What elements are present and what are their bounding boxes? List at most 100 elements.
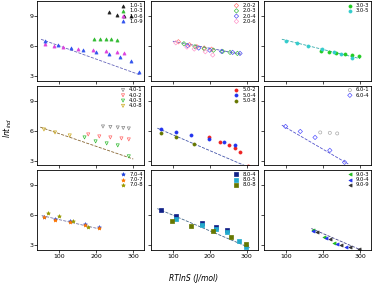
Point — [199, 221, 205, 225]
Point — [54, 43, 60, 47]
Point — [210, 48, 216, 53]
Point — [334, 131, 340, 136]
Point — [96, 134, 102, 139]
Point — [51, 43, 57, 48]
Point — [192, 45, 198, 49]
Point — [126, 126, 132, 131]
Point — [52, 130, 58, 135]
Point — [220, 49, 226, 54]
Point — [342, 52, 348, 57]
Point — [128, 59, 134, 63]
Point — [330, 241, 336, 245]
Point — [338, 52, 344, 56]
Legend: 2.0-2, 2.0-3, 2.0-4, 2.0-6: 2.0-2, 2.0-3, 2.0-4, 2.0-6 — [231, 3, 257, 24]
Point — [67, 133, 73, 138]
Point — [103, 37, 109, 41]
Point — [126, 154, 132, 158]
Point — [310, 227, 316, 232]
Point — [60, 45, 66, 49]
Point — [207, 48, 213, 53]
Point — [219, 49, 225, 54]
Point — [356, 54, 362, 59]
Point — [305, 43, 311, 48]
Point — [42, 39, 48, 43]
Point — [202, 49, 208, 54]
Point — [175, 39, 181, 44]
Point — [114, 49, 120, 54]
Point — [97, 37, 103, 41]
Point — [68, 45, 73, 50]
Point — [136, 70, 142, 74]
Point — [206, 137, 212, 142]
Point — [235, 51, 241, 56]
Point — [228, 235, 234, 239]
Point — [114, 37, 120, 42]
Point — [85, 132, 91, 137]
Point — [100, 124, 106, 129]
Point — [158, 131, 164, 136]
Point — [227, 50, 233, 55]
Point — [232, 143, 238, 148]
Point — [121, 51, 127, 55]
Point — [213, 227, 219, 231]
Point — [327, 148, 333, 153]
Point — [210, 229, 216, 233]
Text: RTlnS (J/mol): RTlnS (J/mol) — [169, 273, 219, 283]
Point — [75, 47, 81, 51]
Point — [318, 49, 324, 53]
Point — [206, 135, 212, 140]
Point — [327, 237, 333, 241]
Point — [184, 45, 190, 49]
Point — [52, 217, 58, 221]
Point — [188, 224, 194, 228]
Point — [41, 215, 47, 219]
Point — [327, 131, 333, 135]
Point — [70, 219, 76, 223]
Point — [217, 140, 223, 145]
Point — [191, 142, 197, 147]
Point — [213, 225, 219, 229]
Point — [91, 36, 97, 41]
Point — [52, 217, 58, 222]
Point — [158, 208, 164, 212]
Legend: 4.0-1, 4.0-2, 4.0-3, 4.0-8: 4.0-1, 4.0-2, 4.0-3, 4.0-8 — [117, 87, 143, 109]
Point — [93, 49, 99, 54]
Legend: 5.0-2, 5.0-4, 5.0-8: 5.0-2, 5.0-4, 5.0-8 — [231, 87, 257, 103]
Point — [186, 42, 192, 47]
Point — [245, 164, 251, 169]
Legend: 3.0-3, 3.0-5: 3.0-3, 3.0-5 — [344, 3, 370, 14]
Point — [158, 127, 164, 132]
Point — [82, 135, 88, 140]
Point — [173, 130, 179, 135]
Point — [42, 42, 48, 47]
Point — [188, 133, 194, 138]
Point — [225, 229, 231, 234]
Point — [56, 214, 62, 218]
Point — [201, 47, 207, 51]
Point — [173, 217, 179, 221]
Point — [221, 140, 227, 145]
Point — [310, 229, 316, 233]
Point — [181, 41, 187, 46]
Point — [96, 225, 102, 229]
Point — [104, 141, 110, 146]
Point — [199, 223, 205, 227]
Point — [82, 222, 88, 226]
Point — [201, 46, 207, 50]
Point — [210, 53, 216, 57]
Point — [82, 223, 88, 227]
Point — [243, 241, 249, 246]
Point — [119, 136, 125, 141]
Point — [347, 245, 353, 249]
Point — [321, 235, 327, 239]
Point — [173, 40, 179, 45]
Point — [173, 135, 179, 140]
Point — [312, 135, 318, 140]
Point — [41, 127, 47, 132]
Point — [185, 43, 191, 48]
Legend: 7.0-4, 7.0-7, 7.0-8: 7.0-4, 7.0-7, 7.0-8 — [117, 171, 143, 188]
Point — [283, 124, 289, 129]
Point — [121, 14, 127, 19]
Point — [120, 126, 126, 130]
Point — [126, 137, 132, 142]
